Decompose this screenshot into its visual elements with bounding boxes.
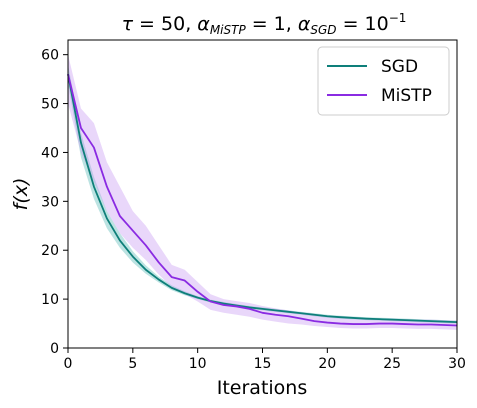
y-axis-ticks: 0 10 20 30 40 50 60 [41,48,68,357]
y-tick-label: 60 [41,48,59,64]
x-tick-label: 20 [318,356,336,372]
chart-title: τ = 50, αMiSTP = 1, αSGD = 10−1 [122,11,407,37]
x-tick-label: 25 [383,356,401,372]
y-axis-label: f(x) [10,178,32,211]
y-tick-label: 20 [41,243,59,259]
legend-box [317,46,450,116]
y-tick-label: 10 [41,292,59,308]
y-tick-label: 50 [41,97,59,113]
series-lines [67,74,458,327]
line-sgd [67,74,458,323]
x-axis-label: Iterations [217,377,308,399]
legend-label-sgd: SGD [381,57,418,77]
band-mistp [68,54,457,330]
x-tick-label: 5 [128,356,137,372]
x-tick-label: 30 [448,356,466,372]
confidence-bands [68,54,457,330]
line-mistp [67,74,458,327]
legend-label-mistp: MiSTP [381,86,432,106]
x-axis-ticks: 0 5 10 15 20 25 30 [64,348,466,372]
y-tick-label: 30 [41,194,59,210]
y-tick-label: 0 [50,341,59,357]
y-tick-label: 40 [41,145,59,161]
legend: SGD MiSTP [317,46,450,116]
x-tick-label: 10 [189,356,207,372]
x-tick-label: 15 [254,356,272,372]
x-tick-label: 0 [64,356,73,372]
